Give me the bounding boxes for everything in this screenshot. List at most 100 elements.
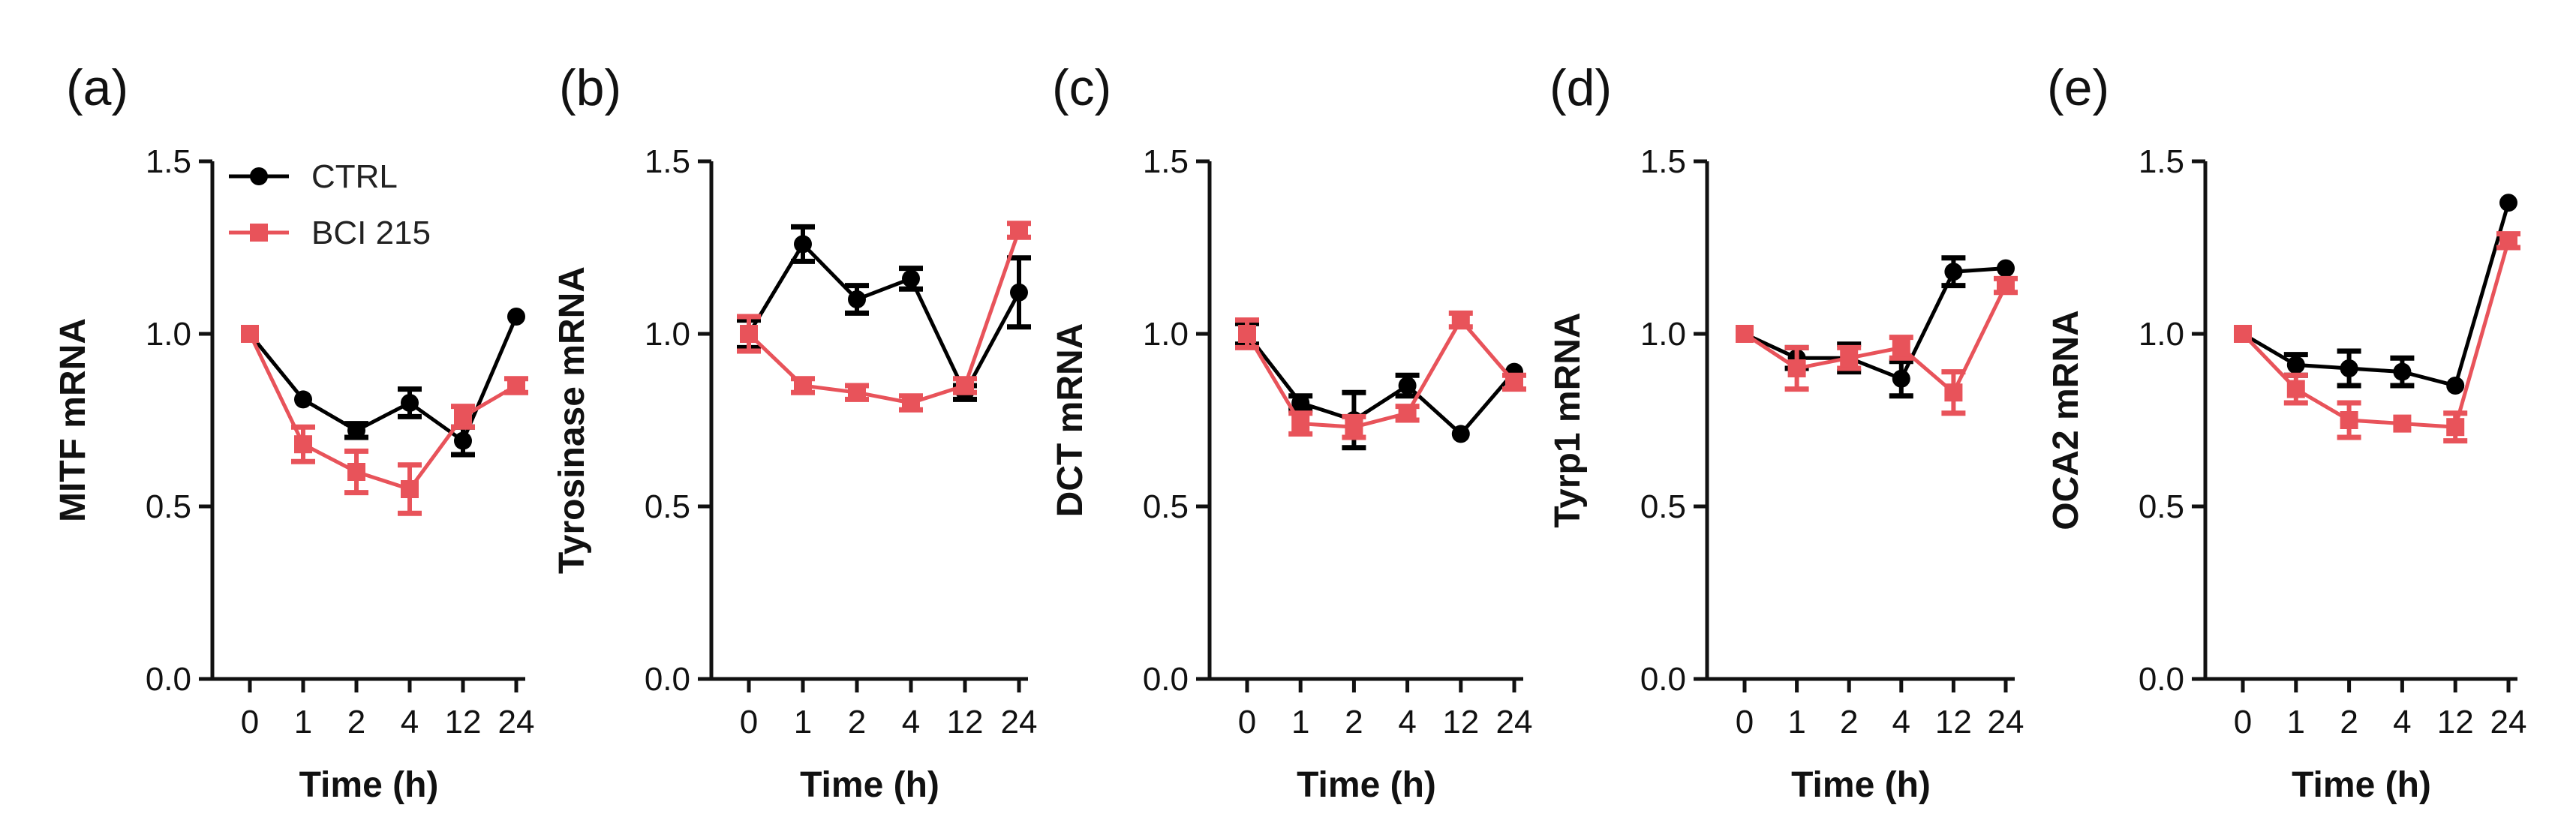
data-point — [956, 377, 974, 395]
data-point — [507, 308, 525, 326]
x-tick-label: 12 — [445, 704, 482, 740]
data-point — [454, 431, 472, 450]
x-tick-label: 2 — [1345, 704, 1363, 740]
x-tick-label: 2 — [1840, 704, 1858, 740]
x-tick-label: 4 — [2393, 704, 2411, 740]
data-point — [1010, 221, 1028, 239]
x-tick-label: 0 — [2234, 704, 2252, 740]
data-point — [1944, 383, 1963, 402]
data-point — [2340, 359, 2358, 377]
series-line — [1246, 332, 1516, 437]
series-ctrl — [737, 224, 1031, 402]
series-ctrl — [241, 308, 525, 458]
series-line — [1743, 284, 2008, 396]
x-tick-label: 0 — [1238, 704, 1256, 740]
y-tick-label: 0.0 — [645, 661, 690, 698]
x-axis-title: Time (h) — [1791, 765, 1931, 805]
data-point — [1291, 414, 1310, 433]
y-tick-label: 0.0 — [1640, 661, 1686, 698]
data-point — [2446, 377, 2465, 395]
data-point — [2286, 380, 2305, 398]
x-tick-label: 24 — [1988, 704, 2024, 740]
series-bci215 — [737, 221, 1031, 413]
x-tick-label: 1 — [2287, 704, 2305, 740]
data-point — [401, 480, 419, 498]
y-tick-label: 1.0 — [2139, 316, 2184, 353]
x-tick-label: 24 — [498, 704, 535, 740]
legend-label-bci: BCI 215 — [311, 215, 431, 251]
legend: CTRL BCI 215 — [229, 158, 431, 251]
data-point — [347, 463, 365, 481]
y-tick-label: 0.5 — [2139, 488, 2184, 525]
x-tick-label: 24 — [1496, 704, 1533, 740]
y-tick-label: 1.0 — [645, 316, 690, 353]
data-point — [1944, 263, 1963, 281]
series-bci215 — [1235, 310, 1526, 440]
y-tick-label: 0.5 — [146, 488, 191, 525]
data-point — [347, 421, 365, 440]
x-axis-title: Time (h) — [2292, 765, 2431, 805]
y-tick-label: 1.5 — [146, 143, 191, 180]
x-tick-label: 0 — [241, 704, 259, 740]
data-point — [1787, 359, 1806, 377]
legend-marker-bci — [250, 224, 268, 242]
x-tick-label: 4 — [401, 704, 419, 740]
data-point — [1291, 394, 1310, 412]
x-axis-title: Time (h) — [800, 765, 939, 805]
data-point — [1892, 338, 1910, 357]
data-point — [1892, 369, 1910, 388]
data-point — [1398, 404, 1417, 422]
data-point — [1398, 377, 1417, 395]
x-tick-label: 1 — [294, 704, 312, 740]
data-point — [1451, 425, 1470, 443]
y-axis-title: DCT mRNA — [1051, 323, 1090, 518]
x-tick-label: 2 — [2340, 704, 2358, 740]
data-point — [401, 394, 419, 412]
x-tick-label: 12 — [1935, 704, 1972, 740]
data-point — [1997, 276, 2015, 295]
series-line — [2241, 240, 2511, 429]
y-tick-label: 0.5 — [1640, 488, 1686, 525]
x-tick-label: 4 — [1892, 704, 1910, 740]
legend-label-ctrl: CTRL — [311, 158, 398, 195]
data-point — [2393, 362, 2412, 381]
data-point — [740, 325, 758, 343]
data-point — [1010, 283, 1028, 302]
panel-letter: (a) — [66, 59, 128, 116]
x-tick-label: 1 — [1787, 704, 1805, 740]
data-point — [848, 290, 866, 308]
y-tick-label: 1.0 — [146, 316, 191, 353]
data-point — [902, 269, 920, 288]
data-point — [1505, 373, 1523, 392]
panel-letter: (e) — [2047, 59, 2109, 116]
x-tick-label: 12 — [1442, 704, 1479, 740]
data-point — [2340, 411, 2358, 429]
series-bci215 — [1736, 275, 2018, 416]
x-tick-label: 4 — [1398, 704, 1416, 740]
y-axis-title: OCA2 mRNA — [2046, 310, 2086, 530]
data-point — [507, 377, 525, 395]
data-point — [848, 383, 866, 402]
x-tick-label: 24 — [2490, 704, 2527, 740]
x-tick-label: 1 — [794, 704, 812, 740]
data-point — [2393, 414, 2412, 433]
y-axis-title: Tyrp1 mRNA — [1548, 312, 1588, 527]
series-bci215 — [241, 325, 528, 516]
x-tick-label: 2 — [347, 704, 365, 740]
panel-letter: (b) — [559, 59, 621, 116]
series-ctrl — [1736, 255, 2015, 399]
y-tick-label: 1.5 — [645, 143, 690, 180]
data-point — [1238, 325, 1256, 343]
y-tick-label: 1.5 — [2139, 143, 2184, 180]
y-tick-label: 1.0 — [1143, 316, 1189, 353]
legend-marker-ctrl — [250, 167, 268, 185]
series-line — [2241, 202, 2511, 389]
data-point — [294, 435, 312, 454]
panel-letter: (d) — [1550, 59, 1612, 116]
data-point — [794, 377, 812, 395]
